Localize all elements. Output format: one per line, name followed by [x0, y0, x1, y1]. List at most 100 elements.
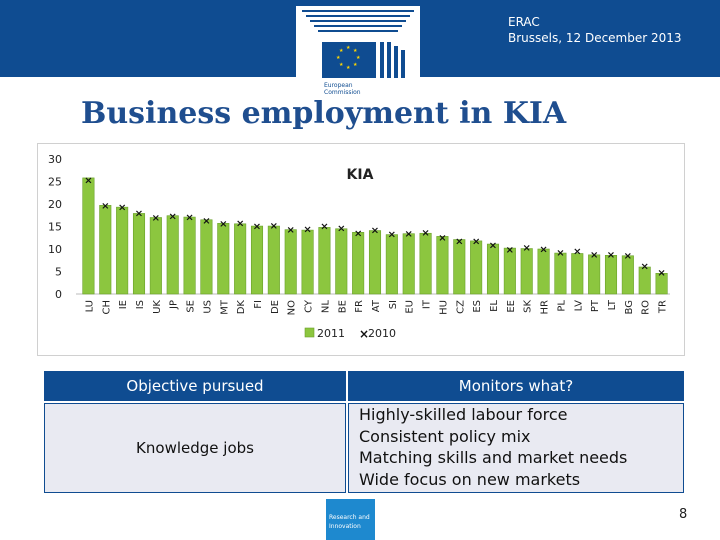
bar-2011 [621, 255, 634, 295]
marker-2010: × [202, 216, 210, 227]
y-tick-label: 5 [55, 266, 62, 279]
bar-2011 [470, 240, 483, 295]
marker-2010: × [506, 245, 514, 256]
bar-2011 [82, 177, 95, 295]
monitor-line: Consistent policy mix [359, 426, 531, 446]
bar-2011 [318, 227, 331, 295]
header-text: ERAC Brussels, 12 December 2013 [508, 14, 682, 46]
bar-2011 [588, 254, 601, 295]
marker-2010: × [118, 202, 126, 213]
marker-2010: × [270, 221, 278, 232]
marker-2010: × [455, 236, 463, 247]
x-tick-label: NO [287, 300, 298, 315]
marker-2010: × [523, 243, 531, 254]
marker-2010: × [472, 236, 480, 247]
legend-marker-2010: × [359, 327, 369, 341]
bar-2011 [402, 233, 415, 295]
y-tick-label: 30 [48, 153, 62, 166]
x-tick-label: LV [573, 300, 584, 311]
bar-2011 [217, 223, 230, 295]
page-title: Business employment in KIA [81, 96, 567, 131]
marker-2010: × [101, 201, 109, 212]
y-tick-label: 20 [48, 198, 62, 211]
bar-2011 [99, 205, 112, 295]
marker-2010: × [253, 222, 261, 233]
marker-2010: × [539, 245, 547, 256]
marker-2010: × [421, 228, 429, 239]
header-line-erac: ERAC [508, 15, 540, 29]
y-tick-label: 15 [48, 221, 62, 234]
svg-text:★: ★ [346, 45, 351, 51]
bar-2011 [571, 253, 584, 295]
marker-2010: × [641, 262, 649, 273]
marker-2010: × [236, 218, 244, 229]
svg-text:★: ★ [346, 65, 351, 71]
x-tick-label: NL [320, 300, 331, 313]
marker-2010: × [624, 251, 632, 262]
monitor-line: Wide focus on new markets [359, 469, 581, 489]
chart-title: KIA [347, 167, 374, 183]
ec-logo-icon: ★ ★★ ★★★ ★★ European Commission [296, 6, 420, 100]
footer-logo-line1: Research and [329, 514, 370, 521]
x-tick-label: MT [219, 299, 230, 315]
x-tick-label: IE [118, 300, 129, 309]
marker-2010: × [657, 268, 665, 279]
bar-2011 [453, 239, 466, 295]
marker-2010: × [438, 233, 446, 244]
bar-2011 [486, 243, 500, 295]
bar-2011 [352, 232, 365, 295]
x-tick-label: SK [523, 300, 534, 313]
marker-2010: × [573, 246, 581, 257]
svg-text:★: ★ [353, 62, 358, 68]
monitor-line: Matching skills and market needs [359, 448, 628, 467]
bar-2011 [132, 213, 146, 295]
bar-2011 [149, 217, 162, 295]
bar-2011 [655, 273, 668, 295]
x-tick-label: FI [253, 300, 264, 309]
y-tick-label: 25 [48, 176, 62, 189]
bar-2011 [554, 252, 567, 295]
y-tick-label: 0 [55, 288, 62, 301]
header-monitors-what: Monitors what? [348, 371, 684, 401]
research-innovation-logo: Research and Innovation [326, 499, 375, 540]
x-tick-label: EL [489, 300, 500, 312]
x-tick-label: FR [354, 300, 365, 313]
marker-2010: × [405, 229, 413, 240]
logo-text-european: European [324, 82, 353, 89]
bar-2011 [638, 266, 651, 295]
marker-2010: × [303, 224, 311, 235]
bar-2011 [250, 225, 264, 295]
x-tick-label: BE [337, 300, 348, 313]
x-tick-label: SE [186, 300, 197, 313]
marker-2010: × [371, 226, 379, 237]
bar-2011 [537, 248, 550, 295]
european-commission-logo: ★ ★ ★ ★ ★ ★ ★ ★ European Commission [296, 6, 420, 100]
x-tick-label: CH [101, 300, 112, 315]
marker-2010: × [354, 228, 362, 239]
bar-2011 [335, 228, 348, 295]
marker-2010: × [84, 175, 92, 186]
bar-2011 [116, 206, 129, 295]
x-tick-label: CY [304, 299, 315, 313]
x-tick-label: PL [556, 300, 567, 312]
x-tick-label: IT [422, 299, 433, 309]
monitor-line: Highly-skilled labour force [359, 405, 568, 424]
knowledge-jobs-text: Knowledge jobs [136, 439, 254, 457]
x-tick-label: SI [388, 300, 399, 309]
bar-2011 [166, 215, 179, 295]
marker-2010: × [590, 250, 598, 261]
x-tick-label: DE [270, 300, 281, 314]
y-tick-label: 10 [48, 243, 62, 256]
x-tick-label: IS [135, 300, 146, 309]
bar-2011 [267, 225, 280, 295]
x-tick-label: AT [371, 299, 382, 312]
kia-bar-chart: 0 5 10 15 20 25 30 KIA × LU × CH × IE × IS × UK × JP × SE × US ×… [48, 153, 670, 341]
bar-2011 [503, 247, 516, 295]
marker-2010: × [388, 230, 396, 241]
x-tick-label: BG [624, 300, 635, 314]
bar-2011 [419, 232, 432, 295]
x-tick-label: ES [472, 300, 483, 313]
marker-2010: × [169, 211, 177, 222]
svg-text:★: ★ [339, 62, 344, 68]
x-tick-label: LU [84, 300, 95, 312]
